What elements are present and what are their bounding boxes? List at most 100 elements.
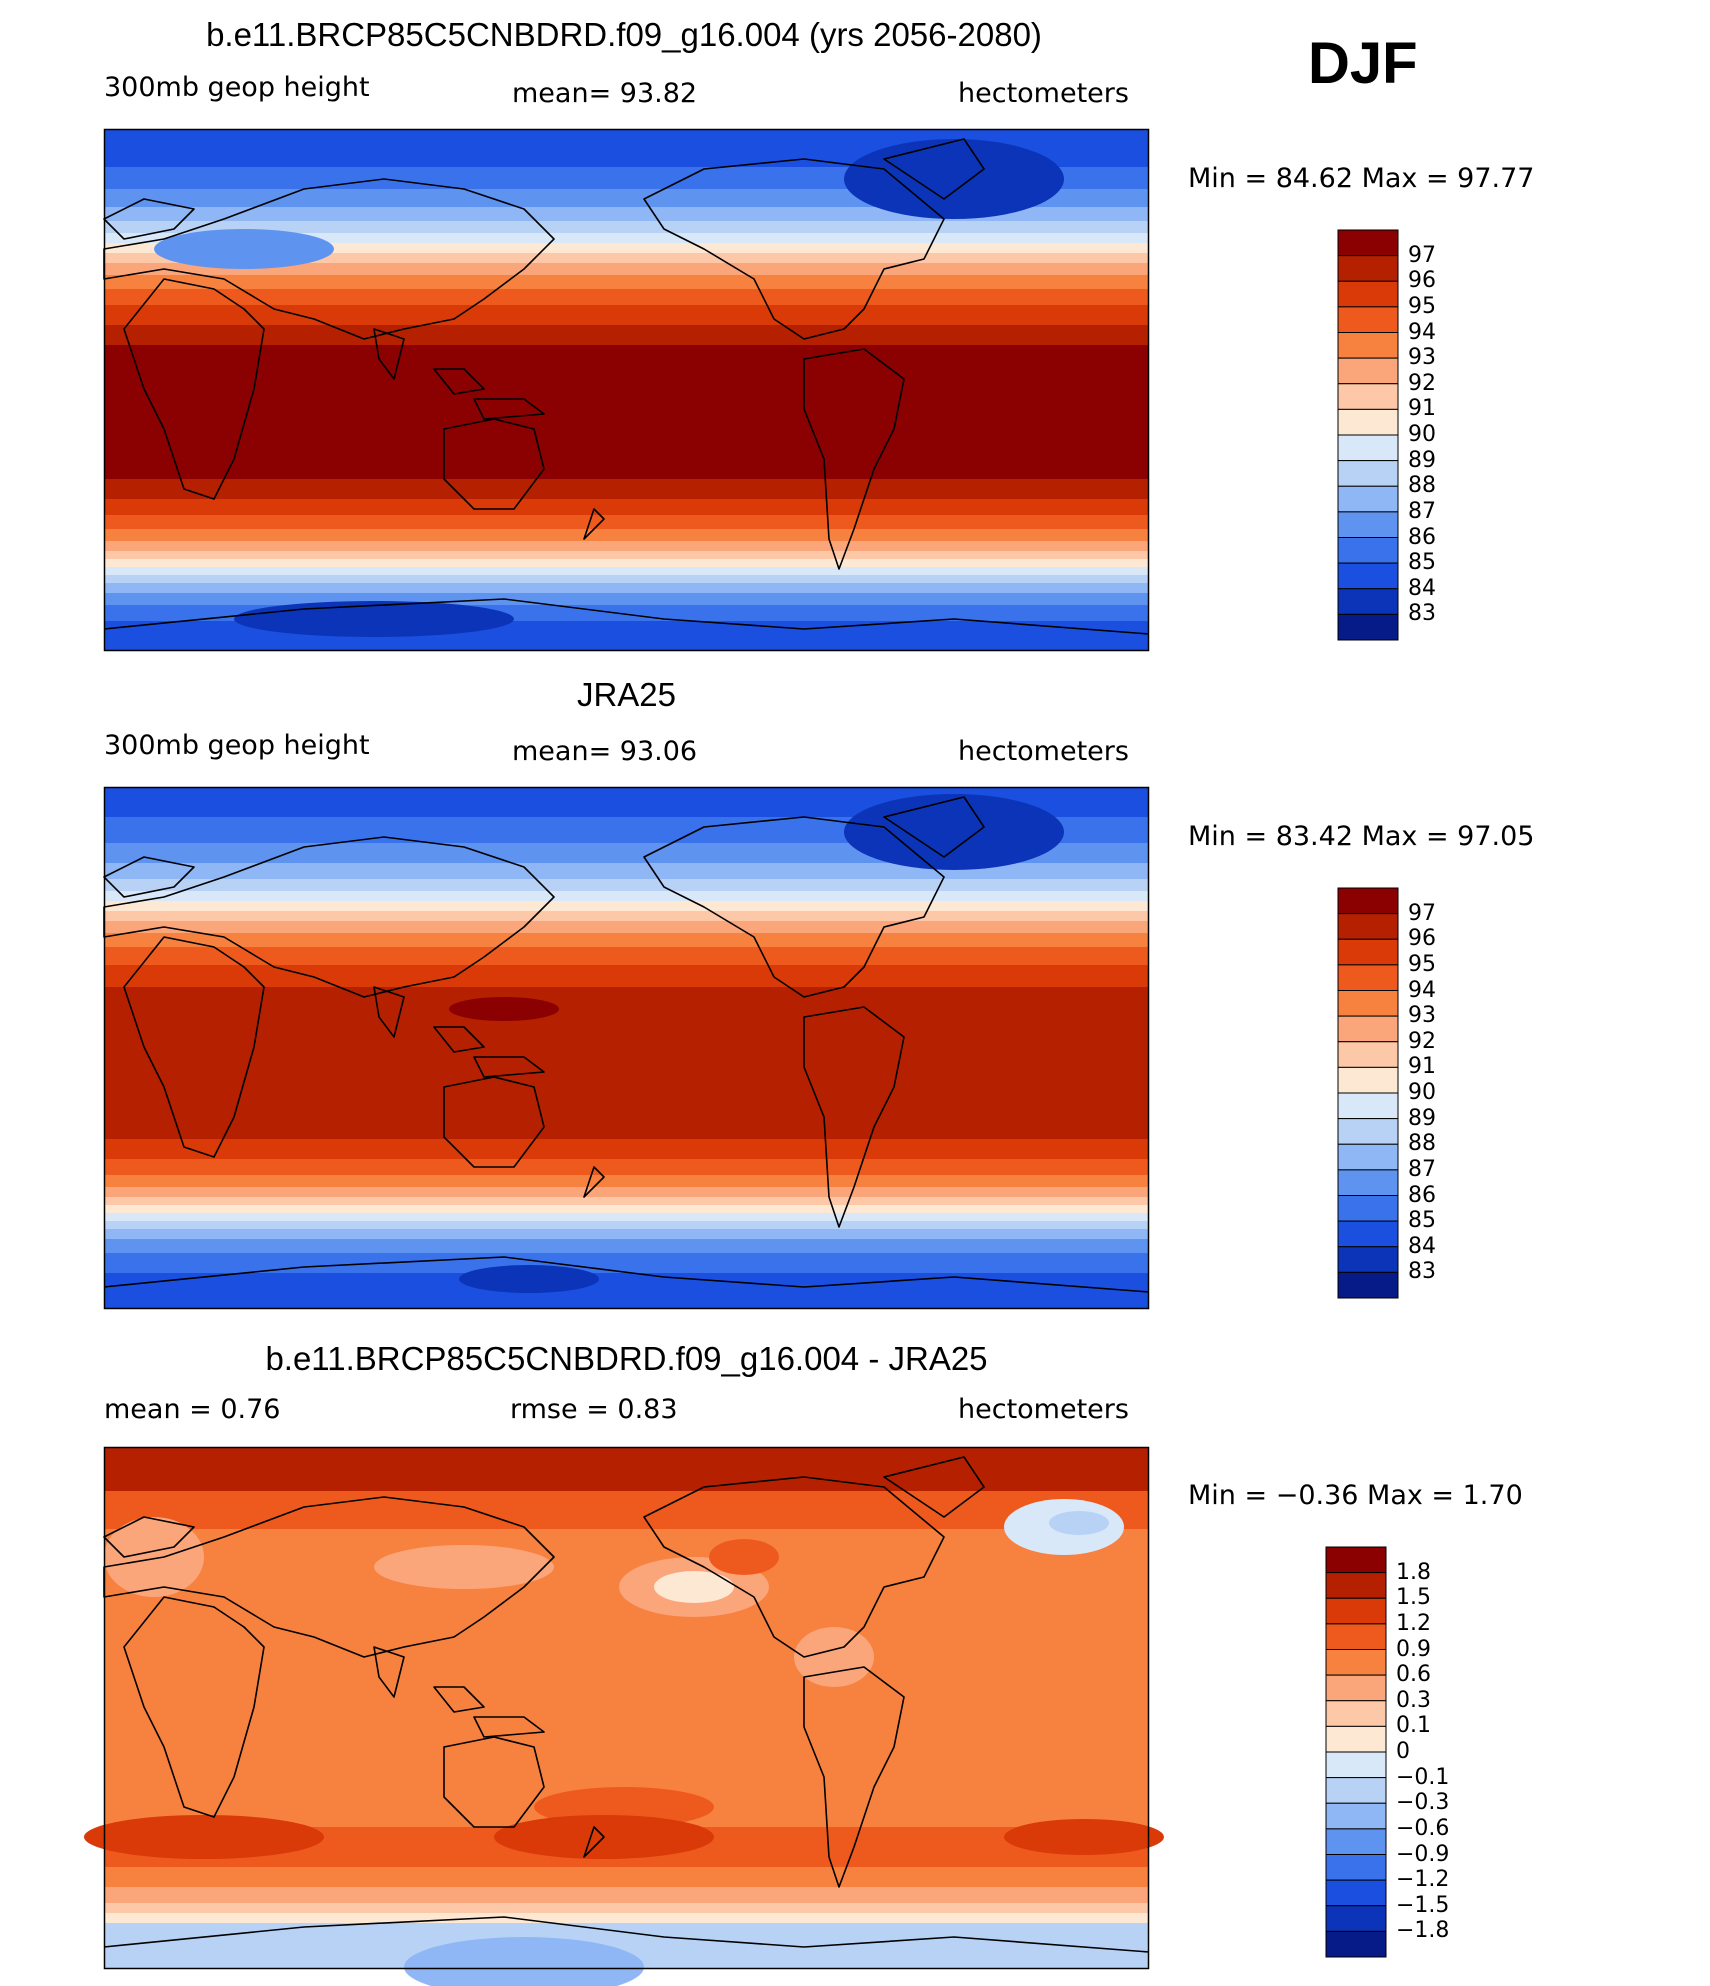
contour-band (104, 263, 1149, 275)
contour-band (104, 243, 1149, 253)
contour-feature (654, 1571, 734, 1603)
contour-band (104, 1175, 1149, 1187)
coastline (373, 328, 405, 380)
colorbar-swatch (1325, 1930, 1387, 1958)
panel-3-title: b.e11.BRCP85C5CNBDRD.f09_g16.004 - JRA25 (265, 1340, 988, 1377)
colorbar-swatch (1325, 1623, 1387, 1650)
contour-band (104, 1139, 1149, 1159)
coastline (803, 1666, 905, 1888)
panel-3-mean-label: mean = 0.76 (104, 1394, 281, 1425)
colorbar-tick-label: 0.3 (1396, 1687, 1431, 1713)
contour-band (104, 541, 1149, 551)
colorbar-tick-label: 89 (1408, 1105, 1436, 1131)
coastline (803, 348, 905, 570)
contour-band (104, 305, 1149, 325)
colorbar-tick-label: 94 (1408, 319, 1436, 345)
contour-feature (104, 1517, 204, 1597)
coastline (883, 796, 985, 858)
contour-band (104, 567, 1149, 575)
contour-feature (404, 1937, 644, 1986)
panel-3-minmax: Min = −0.36 Max = 1.70 (1188, 1480, 1523, 1511)
colorbar-tick-label: 91 (1408, 396, 1436, 422)
colorbar-swatch (1337, 1015, 1399, 1043)
panel-2-features (449, 794, 1064, 1293)
coastline (473, 1716, 545, 1738)
contour-band (104, 965, 1149, 987)
coastline (123, 936, 265, 1158)
colorbar-swatch (1337, 1169, 1399, 1196)
coastline (103, 198, 195, 240)
colorbar-tick-label: 1.2 (1396, 1610, 1431, 1636)
colorbar-tick-label: 96 (1408, 926, 1436, 952)
coastline (433, 1686, 485, 1713)
coastline (433, 1026, 485, 1053)
coastline (883, 138, 985, 200)
colorbar-tick-label: 88 (1408, 1131, 1436, 1157)
colorbar-swatch (1325, 1879, 1387, 1907)
colorbar-swatch (1325, 1802, 1387, 1830)
contour-band (104, 1205, 1149, 1213)
colorbar-tick-label: 93 (1408, 1003, 1436, 1029)
coastline (583, 1166, 605, 1198)
contour-feature (459, 1265, 599, 1293)
panel-2-mean-label: mean= 93.06 (512, 736, 698, 767)
contour-band (104, 289, 1149, 305)
colorbar-tick-label: 1.8 (1396, 1559, 1431, 1585)
contour-feature (1004, 1819, 1164, 1855)
contour-band (104, 901, 1149, 911)
panel-3-features (84, 1499, 1164, 1986)
contour-feature (84, 1815, 324, 1859)
panel-3-rmse-label: rmse = 0.83 (510, 1394, 678, 1425)
contour-feature (844, 139, 1064, 219)
contour-band (104, 325, 1149, 345)
colorbar-tick-label: 92 (1408, 1028, 1436, 1054)
contour-band (104, 221, 1149, 233)
contour-band (104, 921, 1149, 933)
colorbar-tick-label: 86 (1408, 1182, 1436, 1208)
panel-1-bands (104, 129, 1149, 651)
colorbar-swatch (1337, 913, 1399, 940)
contour-band (104, 987, 1149, 1139)
coastline (643, 816, 945, 998)
colorbar-tick-label: 97 (1408, 242, 1436, 268)
colorbar-swatch (1325, 1854, 1387, 1881)
colorbar-swatch (1337, 1195, 1399, 1222)
colorbar-tick-label: 95 (1408, 951, 1436, 977)
colorbar-swatch (1325, 1674, 1387, 1702)
colorbar-tick-label: 96 (1408, 268, 1436, 294)
panel-2-title: JRA25 (576, 676, 677, 713)
panel-2-colorbar: 97 96 95 94 93 92 91 90 89 88 87 86 85 84 83 (1337, 887, 1436, 1299)
contour-feature (1049, 1511, 1109, 1535)
contour-feature (844, 794, 1064, 870)
contour-feature (709, 1539, 779, 1575)
colorbar-swatch (1337, 229, 1399, 257)
panel-1-coastlines (103, 138, 1150, 635)
contour-band (104, 233, 1149, 243)
contour-band (104, 947, 1149, 965)
colorbar-tick-label: 85 (1408, 550, 1436, 576)
panel-2-bands (104, 787, 1149, 1309)
coastline (103, 178, 555, 340)
colorbar-tick-label: 86 (1408, 524, 1436, 550)
colorbar-swatch (1337, 485, 1399, 513)
contour-band (104, 499, 1149, 515)
coastline (443, 418, 545, 510)
colorbar-tick-label: 91 (1408, 1054, 1436, 1080)
colorbar-tick-label: 92 (1408, 370, 1436, 396)
contour-band (104, 583, 1149, 593)
colorbar-swatch (1337, 887, 1399, 915)
coastline (103, 1516, 195, 1558)
colorbar-tick-label: 94 (1408, 977, 1436, 1003)
coastline (103, 1256, 1150, 1293)
colorbar-swatch (1325, 1649, 1387, 1676)
colorbar-tick-label: −0.1 (1396, 1764, 1450, 1790)
colorbar-swatch (1325, 1700, 1387, 1727)
contour-band (104, 529, 1149, 541)
contour-feature (794, 1627, 874, 1687)
colorbar-tick-label: 93 (1408, 345, 1436, 371)
panel-1-features (154, 139, 1064, 637)
coastline (103, 1916, 1150, 1953)
colorbar-swatch (1337, 408, 1399, 436)
coastline (473, 398, 545, 420)
coastline (643, 158, 945, 340)
